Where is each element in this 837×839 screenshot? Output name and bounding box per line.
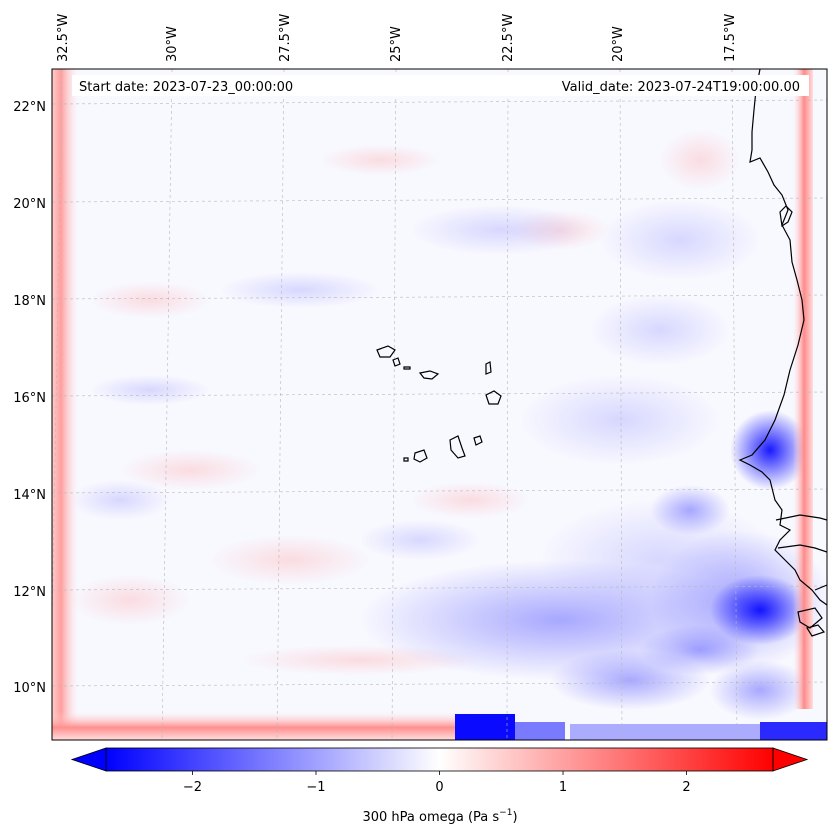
lat-tick-label: 20°N	[13, 197, 46, 212]
lat-tick-label: 18°N	[13, 294, 46, 309]
island-brava	[403, 457, 409, 462]
lon-tick-label: 30°W	[165, 26, 180, 62]
island-boa-vista	[485, 390, 502, 405]
lat-tick-label: 22°N	[13, 100, 46, 115]
lon-tick-label: 22.5°W	[501, 14, 516, 62]
omega-field	[52, 69, 827, 740]
coastline-bissagos	[806, 624, 826, 637]
island-santo-antao	[376, 345, 396, 358]
date-info-box	[72, 75, 809, 96]
start-date-label: Start date: 2023-07-23_00:00:00	[79, 80, 293, 95]
lon-tick-label: 20°W	[611, 26, 626, 62]
strong-ascent-blob	[570, 724, 760, 740]
latitude-tick-labels: 22°N 20°N 18°N 16°N 14°N 12°N 10°N	[13, 100, 46, 696]
left-boundary-strip	[52, 69, 78, 740]
lon-tick-label: 32.5°W	[56, 14, 71, 62]
colorbar-label: 300 hPa omega (Pa s−1)	[362, 808, 517, 825]
colorbar: −2 −1 0 1 2 300 hPa omega (Pa s−1)	[70, 747, 809, 825]
coastline-bissagos	[797, 607, 823, 629]
bottom-boundary-strip	[52, 712, 472, 740]
colorbar-body	[106, 748, 773, 771]
island-fogo	[413, 449, 428, 463]
island-sao-nicolau	[418, 370, 440, 380]
lon-tick-label: 25°W	[389, 26, 404, 62]
island-maio	[473, 435, 483, 446]
graticule	[52, 69, 827, 740]
colorbar-tick-label: −1	[306, 780, 325, 795]
map-frame	[51, 68, 828, 741]
colorbar-tick-label: −2	[183, 780, 202, 795]
strong-ascent-blob	[760, 722, 827, 740]
colorbar-ticks: −2 −1 0 1 2	[183, 771, 691, 795]
lat-tick-label: 12°N	[13, 585, 46, 600]
island-santiago	[449, 435, 466, 459]
strong-ascent-blob	[515, 722, 565, 740]
island-santa-luzia	[403, 366, 411, 370]
lon-tick-label: 17.5°W	[723, 14, 738, 62]
longitude-tick-labels: 32.5°W 30°W 27.5°W 25°W 22.5°W 20°W 17.5…	[56, 14, 738, 62]
coastlines	[738, 69, 827, 637]
lat-tick-label: 14°N	[13, 488, 46, 503]
island-sal	[485, 361, 492, 375]
right-boundary-strip	[793, 69, 813, 709]
island-sao-vicente	[392, 357, 401, 367]
valid-date-label: Valid_date: 2023-07-24T19:00:00.00	[562, 80, 800, 95]
colorbar-extend-min	[70, 747, 107, 772]
lat-tick-label: 16°N	[13, 391, 46, 406]
colorbar-extend-max	[772, 747, 809, 772]
cape-verde-islands	[376, 345, 502, 463]
lon-tick-label: 27.5°W	[278, 14, 293, 62]
lat-tick-label: 10°N	[13, 681, 46, 696]
coastline-gambia	[775, 514, 827, 521]
strong-ascent-blob	[455, 714, 515, 740]
coastline-guinea	[814, 584, 827, 591]
colorbar-tick-label: 0	[435, 780, 443, 795]
coastline-casamance	[777, 544, 827, 553]
negative-omega-patches	[70, 200, 827, 720]
colorbar-tick-label: 2	[682, 780, 690, 795]
coastline-africa	[738, 69, 827, 606]
coastline-inlet	[779, 205, 793, 228]
colorbar-tick-label: 1	[559, 780, 567, 795]
